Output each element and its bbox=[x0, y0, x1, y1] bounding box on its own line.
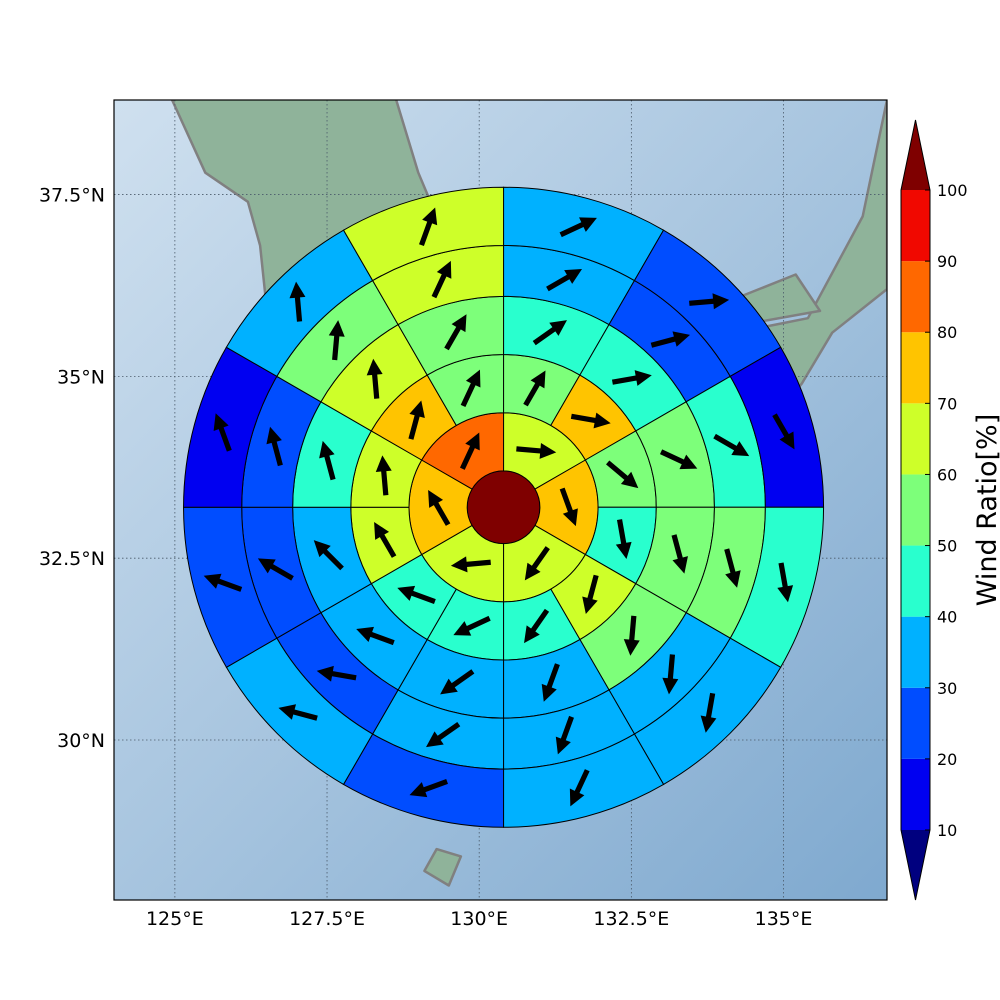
wind-arrow bbox=[316, 665, 357, 682]
colorbar-tick-label: 50 bbox=[937, 537, 957, 556]
longitude-tick-label: 135°E bbox=[755, 908, 813, 930]
wind-arrow bbox=[453, 615, 491, 636]
wind-arrow bbox=[662, 654, 679, 695]
colorbar-tick-label: 60 bbox=[937, 465, 957, 484]
colorbar-segment bbox=[901, 616, 930, 688]
wind-arrow bbox=[516, 442, 557, 459]
wind-arrow bbox=[559, 217, 597, 238]
wind-arrow bbox=[419, 207, 438, 246]
wind-arrow bbox=[615, 519, 632, 559]
wind-arrow bbox=[524, 608, 550, 644]
longitude-tick-label: 125°E bbox=[146, 908, 204, 930]
colorbar-tick-label: 90 bbox=[937, 252, 957, 271]
colorbar-label: Wind Ratio[%] bbox=[972, 414, 1000, 606]
latitude-tick-label: 32.5°N bbox=[39, 548, 105, 570]
wind-arrow bbox=[582, 574, 599, 615]
colorbar-tick-label: 40 bbox=[937, 608, 957, 627]
wind-arrow bbox=[611, 370, 652, 386]
longitude-tick-label: 130°E bbox=[450, 908, 508, 930]
colorbar-extend-min bbox=[901, 830, 930, 900]
colorbar-segment bbox=[901, 687, 930, 759]
colorbar-tick-label: 100 bbox=[937, 181, 968, 200]
wind-arrow bbox=[397, 585, 436, 604]
colorbar-tick-label: 80 bbox=[937, 323, 957, 342]
wind-arrow bbox=[541, 663, 560, 702]
colorbar-segment bbox=[901, 403, 930, 475]
wind-arrow bbox=[409, 779, 448, 798]
wind-arrow bbox=[328, 320, 345, 361]
wind-arrow bbox=[569, 769, 590, 807]
wind-arrow bbox=[671, 534, 688, 574]
wind-arrow bbox=[570, 412, 611, 429]
wind-arrow bbox=[459, 432, 480, 470]
latitude-ticks: 37.5°N 35°N 32.5°N 30°N bbox=[39, 185, 105, 752]
colorbar-segment bbox=[901, 332, 930, 404]
wind-arrow bbox=[450, 556, 491, 573]
wind-arrow bbox=[426, 721, 461, 748]
wind-arrow bbox=[319, 440, 336, 481]
colorbar-tick-label: 20 bbox=[937, 750, 957, 769]
latitude-tick-label: 37.5°N bbox=[39, 185, 105, 207]
wind-arrow bbox=[546, 269, 583, 292]
wind-arrow bbox=[523, 370, 546, 407]
wind-arrow bbox=[524, 546, 550, 581]
wind-arrow bbox=[203, 573, 243, 592]
map-frame bbox=[113, 99, 888, 901]
wind-arrow bbox=[375, 455, 392, 496]
longitude-tick-label: 132.5°E bbox=[593, 908, 669, 930]
amami bbox=[423, 847, 463, 887]
colorbar-segment bbox=[901, 758, 930, 830]
colorbar-tick-label: 10 bbox=[937, 821, 957, 840]
wind-arrow bbox=[266, 426, 283, 467]
latitude-tick-label: 30°N bbox=[57, 730, 105, 752]
wind-arrow bbox=[257, 558, 294, 581]
wind-arrow bbox=[650, 331, 691, 348]
colorbar-tick-label: 70 bbox=[937, 394, 957, 413]
wind-arrow bbox=[772, 413, 795, 450]
wind-arrow bbox=[431, 260, 452, 299]
wind-arrow bbox=[428, 489, 451, 526]
wind-arrow bbox=[366, 358, 383, 399]
wind-arrow bbox=[460, 369, 481, 408]
colorbar: 10 20 30 40 50 60 70 80 90 100 Wind Ratio[%] bbox=[900, 119, 1000, 901]
wind-arrow bbox=[532, 320, 567, 346]
wind-arrow bbox=[289, 281, 306, 322]
wind-arrow bbox=[313, 540, 344, 571]
colorbar-segment bbox=[901, 261, 930, 333]
map-area bbox=[113, 99, 888, 901]
wind-arrow bbox=[606, 460, 639, 489]
colorbar-segment bbox=[901, 545, 930, 617]
longitude-ticks: 125°E 127.5°E 130°E 132.5°E 135°E bbox=[146, 908, 812, 930]
wind-arrow bbox=[724, 548, 741, 588]
wind-arrow bbox=[356, 626, 395, 646]
wind-arrows bbox=[203, 207, 795, 807]
wind-arrow bbox=[444, 314, 467, 351]
wind-arrow bbox=[700, 692, 717, 733]
wind-arrow bbox=[689, 293, 730, 310]
colorbar-extend-max bbox=[901, 120, 930, 190]
wind-ratio-sectors bbox=[183, 186, 825, 828]
wind-arrow bbox=[713, 433, 750, 457]
longitude-tick-label: 127.5°E bbox=[289, 908, 365, 930]
wind-arrow bbox=[213, 413, 232, 452]
wind-arrow bbox=[659, 449, 698, 470]
wind-arrow bbox=[559, 487, 578, 527]
wind-arrow bbox=[555, 715, 574, 755]
wind-arrow bbox=[623, 615, 640, 656]
wind-arrow bbox=[408, 400, 425, 440]
colorbar-segment bbox=[901, 190, 930, 262]
wind-arrow bbox=[278, 704, 318, 721]
colorbar-tick-label: 30 bbox=[937, 679, 957, 698]
wind-arrow bbox=[440, 669, 475, 695]
wind-arrow bbox=[777, 562, 794, 603]
colorbar-segment bbox=[901, 474, 930, 546]
wind-arrow bbox=[374, 521, 397, 558]
latitude-tick-label: 35°N bbox=[57, 366, 105, 388]
